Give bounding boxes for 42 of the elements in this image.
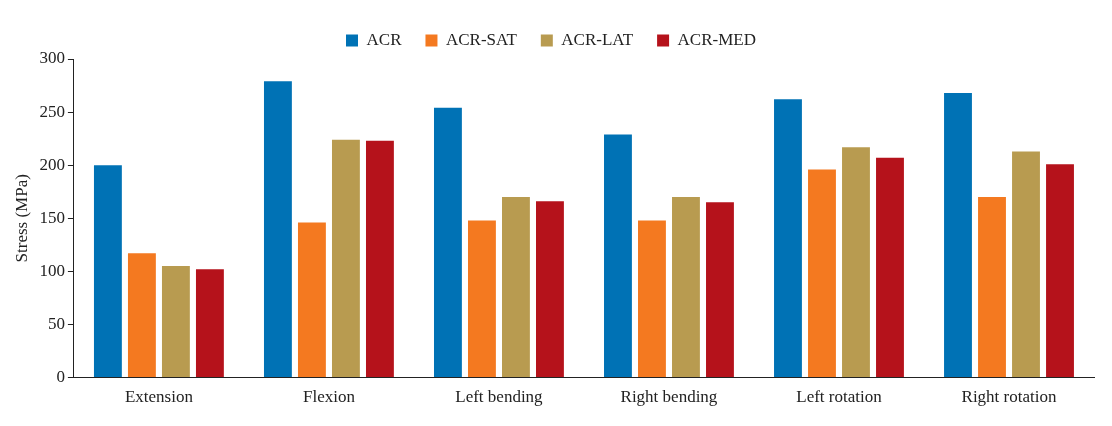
bar (297, 222, 326, 378)
bar (638, 220, 666, 378)
x-tick-label: Left bending (455, 387, 544, 407)
bar (434, 107, 462, 378)
bar (774, 99, 802, 378)
y-tick-label: 0 (56, 367, 65, 387)
y-tick-label: 250 (39, 101, 65, 121)
bar (808, 169, 836, 378)
x-tick-label: Extension (124, 387, 194, 407)
bar (672, 197, 700, 378)
y-tick-label: 50 (47, 313, 65, 333)
bar (978, 197, 1006, 378)
x-tick-label: Right bending (620, 387, 718, 407)
bar (842, 147, 870, 378)
y-tick-label: 200 (39, 154, 65, 174)
legend-label: ACR-SAT (445, 29, 518, 49)
bar (604, 134, 632, 378)
bar (263, 81, 292, 378)
y-axis-title: Stress (MPa) (11, 174, 31, 263)
bar (706, 202, 734, 378)
legend-label: ACR-MED (677, 29, 756, 49)
bar (876, 157, 904, 378)
bar (1012, 151, 1040, 378)
y-tick-label: 300 (39, 48, 65, 68)
bar (195, 269, 224, 378)
y-tick-label: 100 (39, 260, 65, 280)
bar (944, 92, 972, 378)
x-tick-label: Right rotation (961, 387, 1057, 407)
bar (365, 140, 394, 378)
legend-label: ACR-LAT (561, 29, 634, 49)
bar (502, 197, 530, 378)
bar (127, 253, 156, 378)
bar (468, 220, 496, 378)
x-tick-label: Left rotation (796, 387, 883, 407)
bar (536, 201, 564, 378)
x-tick-label: Flexion (302, 387, 356, 407)
bar (161, 266, 190, 378)
bar (1046, 164, 1074, 378)
bar (93, 165, 122, 378)
legend-label: ACR (366, 29, 403, 49)
bar (331, 139, 360, 378)
y-tick-label: 150 (39, 207, 65, 227)
